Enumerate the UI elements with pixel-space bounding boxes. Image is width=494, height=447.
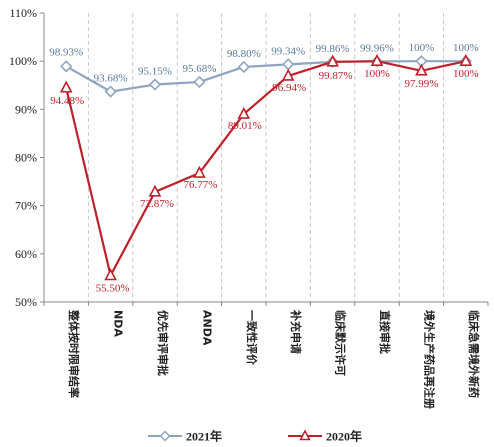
data-point-diamond (60, 60, 73, 73)
y-tick-label: 80% (15, 151, 37, 165)
category-label: 一致性评价 (245, 310, 259, 366)
data-point-diamond (104, 85, 117, 98)
y-axis-ticks: 50% 60% 70% 80% 90% 100% 110% (9, 6, 44, 309)
category-label: 整体按时限审结率 (67, 309, 81, 398)
data-label: 98.93% (49, 46, 83, 58)
data-point-triangle (59, 80, 73, 93)
data-point-triangle (281, 68, 295, 81)
data-point-triangle (415, 63, 428, 76)
y-tick-label: 100% (9, 54, 37, 68)
legend-item: 2020年 (288, 429, 362, 444)
data-label: 72.87% (140, 198, 174, 210)
category-label: 临床默示许可 (334, 310, 348, 376)
y-tick-label: 50% (15, 295, 37, 309)
data-point-triangle (370, 53, 384, 66)
category-label: 优先审评审批 (156, 310, 170, 376)
data-label: 55.50% (96, 283, 130, 295)
data-point-triangle (104, 268, 117, 281)
legend-item: 2021年 (148, 429, 222, 444)
series-line (65, 60, 467, 277)
series-line (65, 60, 466, 93)
data-label: 96.94% (272, 82, 306, 94)
y-tick-label: 110% (9, 6, 37, 20)
category-label: ANDA (200, 310, 213, 346)
data-label: 100% (364, 68, 390, 80)
category-label: 临床急需境外新药 (467, 310, 481, 398)
data-label: 89.01% (228, 120, 262, 132)
x-axis-categories: 整体按时限审结率 NDA 优先审评审批 ANDA 一致性评价 补充申请 临床默示许可 直接审批… (67, 309, 481, 409)
data-label: 99.87% (319, 70, 353, 82)
data-label: 95.15% (138, 66, 172, 78)
series-1 (59, 53, 473, 281)
legend-label: 2020年 (326, 429, 362, 444)
data-label: 95.68% (182, 63, 216, 75)
series-group (59, 53, 473, 281)
legend: 2021年 2020年 (148, 429, 362, 444)
category-label: 补充申请 (289, 309, 303, 354)
legend-marker-triangle (299, 429, 311, 441)
data-label: 97.99% (404, 78, 438, 90)
data-label: 98.80% (227, 48, 261, 60)
data-label: 99.86% (316, 43, 350, 55)
data-point-triangle (148, 184, 162, 197)
data-label: 99.34% (271, 45, 305, 57)
data-label: 99.96% (360, 42, 394, 54)
grid-lines (87, 13, 445, 302)
data-point-diamond (193, 75, 206, 89)
category-label: 境外生产药品再注册 (422, 310, 436, 409)
legend-marker-diamond (159, 430, 171, 442)
data-label: 93.68% (94, 73, 128, 85)
data-point-triangle (237, 106, 251, 119)
y-tick-label: 70% (15, 199, 37, 213)
y-tick-label: 60% (15, 247, 37, 261)
data-label: 100% (409, 42, 435, 54)
data-label: 94.48% (50, 95, 84, 107)
data-labels: 98.93% 93.68% 95.15% 95.68% 98.80% 99.34% 99.8… (49, 42, 478, 294)
legend-label: 2021年 (186, 429, 222, 444)
category-label: NDA (112, 310, 125, 337)
data-label: 100% (453, 68, 479, 80)
data-label: 100% (453, 42, 479, 54)
y-tick-label: 90% (15, 102, 37, 116)
data-point-triangle (193, 165, 206, 178)
data-point-diamond (237, 60, 250, 74)
data-label: 76.77% (183, 179, 217, 191)
data-point-triangle (459, 53, 473, 66)
data-point-triangle (326, 54, 339, 67)
category-label: 直接审批 (378, 310, 392, 354)
data-point-diamond (148, 78, 162, 91)
